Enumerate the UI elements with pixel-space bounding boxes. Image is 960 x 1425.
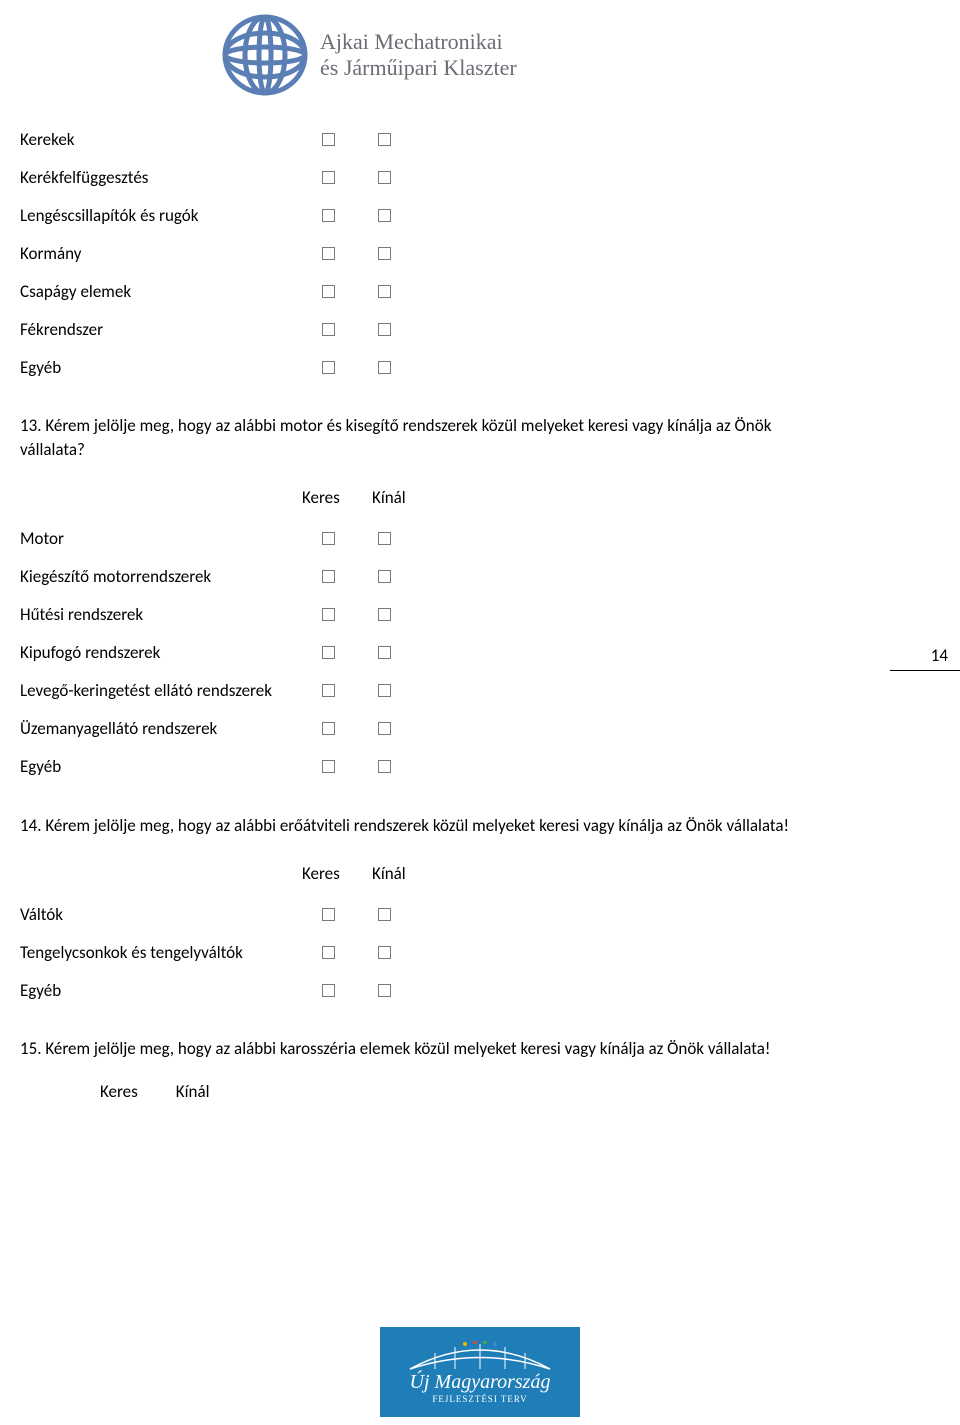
logo-line2: és Járműipari Klaszter: [320, 55, 517, 81]
logo-text: Ajkai Mechatronikai és Járműipari Klaszt…: [320, 29, 517, 82]
row-label: Tengelycsonkok és tengelyváltók: [20, 942, 300, 963]
checkbox-kinal[interactable]: [378, 722, 391, 735]
table-row: Kipufogó rendszerek: [20, 634, 940, 672]
table-row: Motor: [20, 520, 940, 558]
footer-logo: Új Magyarország FEJLESZTÉSI TERV: [380, 1327, 580, 1417]
page-number-line: [890, 670, 960, 671]
column-headers: Keres Kínál: [20, 1081, 940, 1102]
footer-main: Új Magyarország: [410, 1371, 551, 1394]
col-kinal: Kínál: [370, 487, 426, 508]
row-label: Hűtési rendszerek: [20, 604, 300, 625]
column-headers: Keres Kínál: [20, 482, 940, 514]
question-15: 15. Kérem jelölje meg, hogy az alábbi ka…: [20, 1037, 800, 1061]
row-label: Váltók: [20, 904, 300, 925]
globe-icon: [220, 10, 310, 100]
row-label: Motor: [20, 528, 300, 549]
header-logo: Ajkai Mechatronikai és Járműipari Klaszt…: [220, 10, 517, 100]
page-number: 14: [931, 645, 948, 666]
checkbox-keres[interactable]: [322, 133, 335, 146]
checkbox-keres[interactable]: [322, 760, 335, 773]
table-row: Váltók: [20, 895, 940, 933]
checkbox-keres[interactable]: [322, 608, 335, 621]
table-row: Fékrendszer: [20, 310, 940, 348]
col-keres: Keres: [100, 1081, 138, 1102]
table-row: Tengelycsonkok és tengelyváltók: [20, 933, 940, 971]
question-14: 14. Kérem jelölje meg, hogy az alábbi er…: [20, 814, 800, 838]
table-row: Egyéb: [20, 348, 940, 386]
checkbox-keres[interactable]: [322, 722, 335, 735]
table-row: Kerékfelfüggesztés: [20, 158, 940, 196]
row-label: Levegő-keringetést ellátó rendszerek: [20, 680, 300, 701]
row-label: Kormány: [20, 243, 300, 264]
checkbox-kinal[interactable]: [378, 646, 391, 659]
row-label: Kipufogó rendszerek: [20, 642, 300, 663]
checkbox-keres[interactable]: [322, 361, 335, 374]
bridge-icon: [405, 1341, 555, 1371]
footer-sub: FEJLESZTÉSI TERV: [432, 1394, 527, 1404]
checkbox-kinal[interactable]: [378, 361, 391, 374]
table-row: Egyéb: [20, 748, 940, 786]
row-label: Fékrendszer: [20, 319, 300, 340]
question-13: 13. Kérem jelölje meg, hogy az alábbi mo…: [20, 414, 800, 462]
checkbox-kinal[interactable]: [378, 323, 391, 336]
checkbox-kinal[interactable]: [378, 684, 391, 697]
row-label: Csapágy elemek: [20, 281, 300, 302]
checkbox-kinal[interactable]: [378, 532, 391, 545]
logo-line1: Ajkai Mechatronikai: [320, 29, 517, 55]
checkbox-kinal[interactable]: [378, 133, 391, 146]
checkbox-kinal[interactable]: [378, 171, 391, 184]
row-label: Egyéb: [20, 980, 300, 1001]
checkbox-keres[interactable]: [322, 285, 335, 298]
table-row: Kerekek: [20, 120, 940, 158]
table-row: Üzemanyagellátó rendszerek: [20, 710, 940, 748]
table-row: Levegő-keringetést ellátó rendszerek: [20, 672, 940, 710]
checkbox-kinal[interactable]: [378, 209, 391, 222]
table-row: Hűtési rendszerek: [20, 596, 940, 634]
column-headers: Keres Kínál: [20, 857, 940, 889]
checkbox-kinal[interactable]: [378, 285, 391, 298]
checkbox-kinal[interactable]: [378, 984, 391, 997]
checkbox-kinal[interactable]: [378, 908, 391, 921]
checkbox-keres[interactable]: [322, 247, 335, 260]
col-keres: Keres: [300, 487, 356, 508]
row-label: Lengéscsillapítók és rugók: [20, 205, 300, 226]
col-kinal: Kínál: [370, 863, 426, 884]
checkbox-keres[interactable]: [322, 946, 335, 959]
row-label: Kerékfelfüggesztés: [20, 167, 300, 188]
row-label: Egyéb: [20, 756, 300, 777]
checkbox-kinal[interactable]: [378, 946, 391, 959]
checkbox-kinal[interactable]: [378, 760, 391, 773]
col-kinal: Kínál: [176, 1081, 210, 1102]
table-row: Kiegészítő motorrendszerek: [20, 558, 940, 596]
checkbox-keres[interactable]: [322, 646, 335, 659]
checkbox-keres[interactable]: [322, 171, 335, 184]
row-label: Kerekek: [20, 129, 300, 150]
checkbox-keres[interactable]: [322, 209, 335, 222]
content-area: Kerekek Kerékfelfüggesztés Lengéscsillap…: [0, 120, 960, 1108]
table-row: Csapágy elemek: [20, 272, 940, 310]
checkbox-keres[interactable]: [322, 532, 335, 545]
checkbox-keres[interactable]: [322, 984, 335, 997]
table-row: Kormány: [20, 234, 940, 272]
table-row: Egyéb: [20, 971, 940, 1009]
row-label: Egyéb: [20, 357, 300, 378]
row-label: Kiegészítő motorrendszerek: [20, 566, 300, 587]
table-row: Lengéscsillapítók és rugók: [20, 196, 940, 234]
col-keres: Keres: [300, 863, 356, 884]
checkbox-keres[interactable]: [322, 684, 335, 697]
checkbox-keres[interactable]: [322, 323, 335, 336]
checkbox-keres[interactable]: [322, 908, 335, 921]
checkbox-kinal[interactable]: [378, 247, 391, 260]
checkbox-kinal[interactable]: [378, 570, 391, 583]
checkbox-keres[interactable]: [322, 570, 335, 583]
checkbox-kinal[interactable]: [378, 608, 391, 621]
row-label: Üzemanyagellátó rendszerek: [20, 718, 300, 739]
